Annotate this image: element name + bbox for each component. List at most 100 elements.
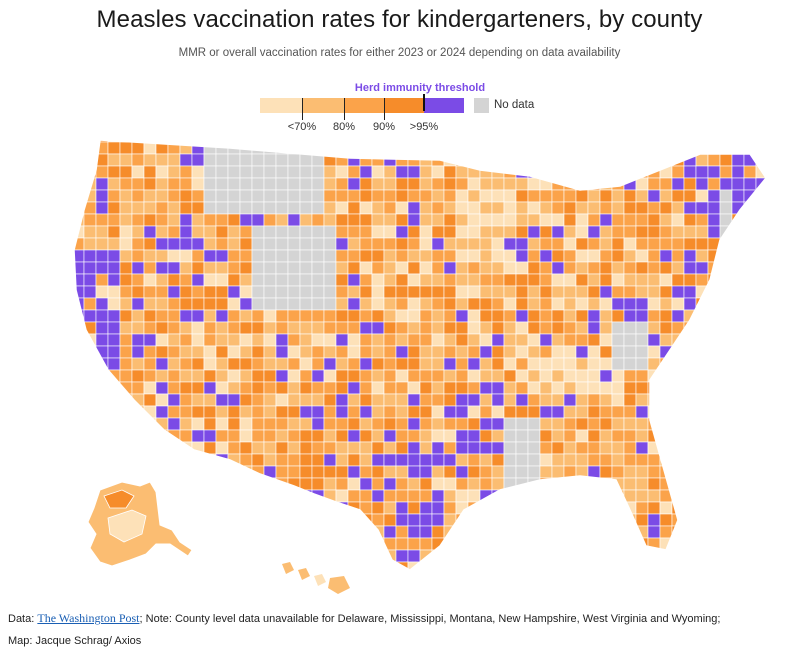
county-cell bbox=[323, 453, 337, 467]
county-cell bbox=[347, 369, 361, 383]
county-cell bbox=[671, 561, 685, 570]
county-cell bbox=[107, 453, 121, 467]
county-cell bbox=[695, 489, 709, 503]
county-cell bbox=[743, 549, 757, 563]
county-cell bbox=[503, 513, 517, 527]
county-cell bbox=[539, 381, 553, 395]
county-cell bbox=[443, 417, 457, 431]
county-cell bbox=[347, 189, 361, 203]
county-cell bbox=[287, 140, 301, 143]
county-cell bbox=[74, 177, 85, 191]
county-cell bbox=[695, 321, 709, 335]
county-cell bbox=[275, 309, 289, 323]
county-cell bbox=[468, 574, 480, 586]
county-cell bbox=[419, 561, 433, 570]
county-cell bbox=[563, 405, 577, 419]
county-cell bbox=[683, 225, 697, 239]
county-cell bbox=[275, 549, 289, 563]
county-cell bbox=[431, 417, 445, 431]
county-cell bbox=[95, 237, 109, 251]
county-cell bbox=[635, 549, 649, 563]
county-cell bbox=[611, 369, 625, 383]
county-cell bbox=[768, 286, 780, 298]
county-cell bbox=[659, 177, 673, 191]
county-cell bbox=[155, 489, 169, 503]
county-cell bbox=[695, 249, 709, 263]
county-cell bbox=[119, 153, 133, 167]
county-cell bbox=[131, 237, 145, 251]
county-cell bbox=[155, 285, 169, 299]
county-cell bbox=[635, 417, 649, 431]
county-cell bbox=[395, 501, 409, 515]
county-cell bbox=[383, 285, 397, 299]
county-cell bbox=[323, 465, 337, 479]
county-cell bbox=[683, 285, 697, 299]
county-cell bbox=[167, 309, 181, 323]
county-cell bbox=[467, 273, 481, 287]
source-link[interactable]: The Washington Post bbox=[37, 611, 140, 625]
county-cell bbox=[768, 574, 780, 586]
county-cell bbox=[659, 201, 673, 215]
county-cell bbox=[539, 525, 553, 539]
county-cell bbox=[755, 453, 766, 467]
county-cell bbox=[659, 189, 673, 203]
county-cell bbox=[527, 393, 541, 407]
county-cell bbox=[731, 297, 745, 311]
county-cell bbox=[263, 140, 277, 143]
county-cell bbox=[612, 586, 624, 598]
county-cell bbox=[419, 393, 433, 407]
county-cell bbox=[707, 369, 721, 383]
county-cell bbox=[479, 249, 493, 263]
county-cell bbox=[83, 273, 97, 287]
county-cell bbox=[551, 561, 565, 570]
county-cell bbox=[719, 165, 733, 179]
county-cell bbox=[431, 453, 445, 467]
county-cell bbox=[467, 225, 481, 239]
county-cell bbox=[287, 357, 301, 371]
county-cell bbox=[299, 393, 313, 407]
county-cell bbox=[731, 345, 745, 359]
county-cell bbox=[191, 489, 205, 503]
county-cell bbox=[371, 237, 385, 251]
county-cell bbox=[275, 273, 289, 287]
county-cell bbox=[323, 165, 337, 179]
county-cell bbox=[527, 537, 541, 551]
county-cell bbox=[323, 345, 337, 359]
county-cell bbox=[479, 285, 493, 299]
county-cell bbox=[179, 501, 193, 515]
county-cell bbox=[60, 214, 72, 226]
county-cell bbox=[768, 466, 780, 478]
county-cell bbox=[527, 297, 541, 311]
county-cell bbox=[540, 574, 552, 586]
county-cell bbox=[515, 393, 529, 407]
county-cell bbox=[515, 549, 529, 563]
county-cell bbox=[671, 345, 685, 359]
county-cell bbox=[635, 441, 649, 455]
county-cell bbox=[263, 273, 277, 287]
county-cell bbox=[431, 213, 445, 227]
county-cell bbox=[275, 189, 289, 203]
county-cell bbox=[299, 141, 313, 155]
county-cell bbox=[227, 381, 241, 395]
county-cell bbox=[120, 574, 132, 586]
county-cell bbox=[492, 586, 504, 598]
county-cell bbox=[227, 140, 241, 143]
county-cell bbox=[74, 417, 85, 431]
county-cell bbox=[515, 297, 529, 311]
county-cell bbox=[755, 261, 766, 275]
county-cell bbox=[467, 189, 481, 203]
county-cell bbox=[263, 201, 277, 215]
county-cell bbox=[431, 489, 445, 503]
county-cell bbox=[299, 213, 313, 227]
county-cell bbox=[252, 586, 264, 598]
county-cell bbox=[527, 140, 541, 143]
county-cell bbox=[311, 429, 325, 443]
county-cell bbox=[527, 249, 541, 263]
county-cell bbox=[647, 309, 661, 323]
county-cell bbox=[467, 381, 481, 395]
county-cell bbox=[623, 297, 637, 311]
county-cell bbox=[107, 177, 121, 191]
county-cell bbox=[263, 309, 277, 323]
county-cell bbox=[503, 357, 517, 371]
county-cell bbox=[659, 501, 673, 515]
